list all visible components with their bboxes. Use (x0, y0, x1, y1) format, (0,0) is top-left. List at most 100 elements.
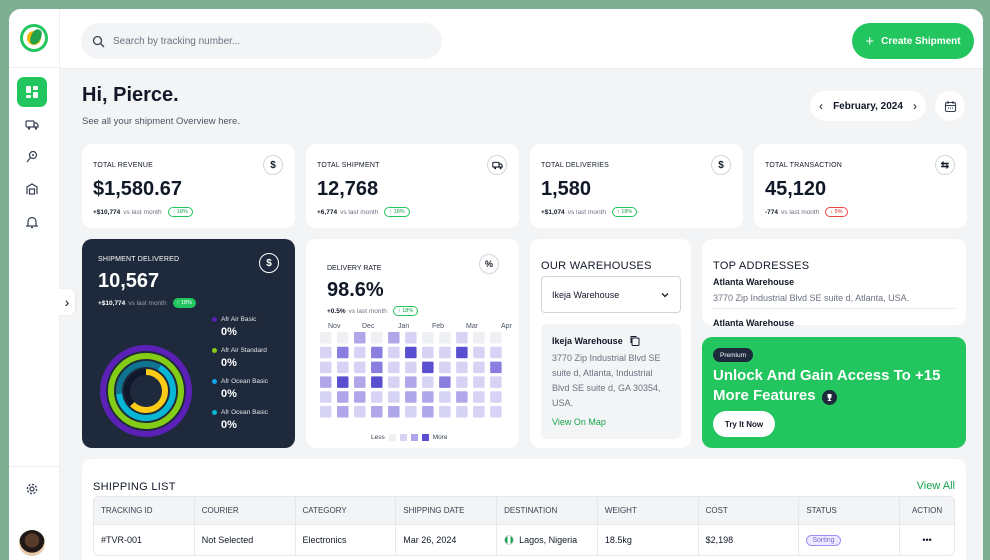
trend-badge-value: 18% (180, 300, 192, 306)
chevron-right-icon[interactable]: › (59, 289, 75, 315)
legend-item: Afr Air Standard 0% (212, 347, 268, 378)
column-header[interactable]: WEIGHT (598, 497, 699, 524)
legend-more: More (432, 434, 448, 441)
more-actions-icon[interactable]: ••• (922, 535, 932, 545)
sidebar-item-notifications[interactable] (17, 207, 47, 237)
chevron-left-icon[interactable]: ‹ (819, 99, 823, 113)
top-addresses-card: TOP ADDRESSES Atlanta Warehouse 3770 Zip… (702, 239, 966, 328)
page-subtitle: See all your shipment Overview here. (82, 116, 240, 127)
ring-chart (100, 345, 192, 437)
address-name[interactable]: Atlanta Warehouse (713, 318, 795, 328)
location-pin-icon (26, 150, 38, 163)
sidebar-item-settings[interactable] (17, 474, 47, 504)
swap-arrows-icon: ⇆ (935, 155, 955, 175)
heatmap-cell (320, 361, 332, 374)
warehouse-icon (26, 183, 38, 195)
trend-badge: ↑ 18% (384, 207, 410, 217)
heatmap-cell (456, 332, 468, 344)
avatar[interactable] (19, 530, 45, 556)
legend-swatch (410, 434, 418, 441)
heatmap-cell (422, 406, 434, 418)
view-all-link[interactable]: View All (916, 480, 955, 492)
trend-badge: ↑ 18% (172, 298, 196, 308)
heatmap-cell (354, 361, 366, 374)
warehouse-select[interactable]: Ikeja Warehouse (541, 276, 681, 313)
truck-icon (487, 155, 507, 175)
heatmap-cell (371, 346, 383, 359)
heatmap-cell (320, 391, 332, 403)
column-header[interactable]: DESTINATION (497, 497, 598, 524)
heatmap-cell (354, 406, 366, 418)
heatmap-cell (337, 361, 349, 374)
sidebar-item-tracking[interactable] (17, 142, 47, 172)
stat-value: 1,580 (541, 178, 592, 200)
heatmap-cell (490, 391, 502, 403)
logo[interactable] (20, 24, 48, 52)
create-shipment-button[interactable]: + Create Shipment (852, 23, 974, 59)
stat-card-revenue: TOTAL REVENUE $ $1,580.67 +$10,774 vs la… (82, 144, 295, 228)
legend-value: 0% (221, 326, 237, 338)
heatmap-cell (405, 376, 417, 388)
card-change: +$10,774 vs last month ↑ 18% (98, 298, 196, 308)
plus-icon: + (865, 32, 875, 50)
heatmap-cell (439, 332, 451, 344)
stat-value: $1,580.67 (93, 178, 182, 200)
stat-card-transaction: TOTAL TRANSACTION ⇆ 45,120 -774 vs last … (754, 144, 967, 228)
heatmap-cell (473, 376, 485, 388)
heatmap-cell (371, 361, 383, 374)
delivery-rate-card: DELIVERY RATE % 98.6% +0.5% vs last mont… (306, 239, 519, 448)
search-bar[interactable] (81, 23, 442, 59)
stat-period: vs last month (567, 208, 606, 216)
stat-value: 12,768 (317, 178, 379, 200)
address-item[interactable]: Atlanta Warehouse 3770 Zip Industrial Bl… (713, 277, 955, 309)
shipping-list-card: SHIPPING LIST View All TRACKING ID COURI… (82, 459, 966, 560)
sidebar-item-warehouse[interactable] (17, 174, 47, 204)
legend-dot (212, 348, 217, 353)
heatmap-cell (490, 346, 502, 359)
calendar-button[interactable] (935, 91, 965, 121)
chevron-down-icon (661, 292, 669, 297)
gear-icon (26, 483, 38, 495)
heatmap-cell (456, 346, 468, 359)
dollar-icon: $ (711, 155, 731, 175)
card-delta: +$10,774 (98, 299, 126, 307)
search-input[interactable] (113, 35, 413, 47)
shipping-table: TRACKING ID COURIER CATEGORY SHIPPING DA… (93, 496, 955, 556)
table-row[interactable]: #TVR-001 Not Selected Electronics Mar 26… (94, 524, 954, 555)
try-it-now-button[interactable]: Try It Now (713, 411, 775, 437)
legend-dot (212, 317, 217, 322)
heatmap-cell (320, 376, 332, 388)
stat-period: vs last month (340, 208, 379, 216)
heatmap-cell (337, 332, 349, 344)
copy-icon[interactable] (629, 335, 640, 346)
sidebar-item-dashboard[interactable] (17, 77, 47, 107)
column-header[interactable]: STATUS (799, 497, 901, 524)
heatmap-cell (405, 406, 417, 418)
heatmap-cell (422, 332, 434, 344)
chevron-right-icon[interactable]: › (912, 99, 917, 113)
column-header[interactable]: CATEGORY (296, 497, 397, 524)
warehouses-card: OUR WAREHOUSES Ikeja Warehouse Ikeja War… (530, 239, 691, 448)
trend-badge: ↓ 5% (825, 207, 848, 217)
column-header[interactable]: COST (699, 497, 800, 524)
chart-legend: Afr Air Basic 0% Afr Air Standard 0% Afr… (212, 316, 268, 440)
sidebar-item-shipments[interactable] (17, 110, 47, 140)
cell-shipping-date: Mar 26, 2024 (396, 525, 498, 555)
truck-icon (25, 120, 39, 130)
cell-weight: 18.5kg (598, 525, 699, 555)
heatmap-cell (490, 376, 502, 388)
dashboard-icon (26, 86, 38, 98)
column-header[interactable]: SHIPPING DATE (396, 497, 498, 524)
legend-name: Afr Air Standard (221, 347, 267, 354)
heatmap-cell (405, 332, 417, 344)
column-header[interactable]: TRACKING ID (94, 497, 195, 524)
column-header[interactable]: COURIER (195, 497, 296, 524)
heatmap-cell (456, 376, 468, 388)
stat-label: TOTAL DELIVERIES (541, 162, 610, 169)
address-name: Atlanta Warehouse (713, 277, 795, 287)
month-picker[interactable]: ‹ February, 2024 › (810, 91, 926, 121)
view-on-map-link[interactable]: View On Map (552, 417, 606, 427)
month-label: Jan (398, 323, 410, 330)
legend-swatch (388, 434, 396, 441)
cell-cost: $2,198 (699, 525, 800, 555)
